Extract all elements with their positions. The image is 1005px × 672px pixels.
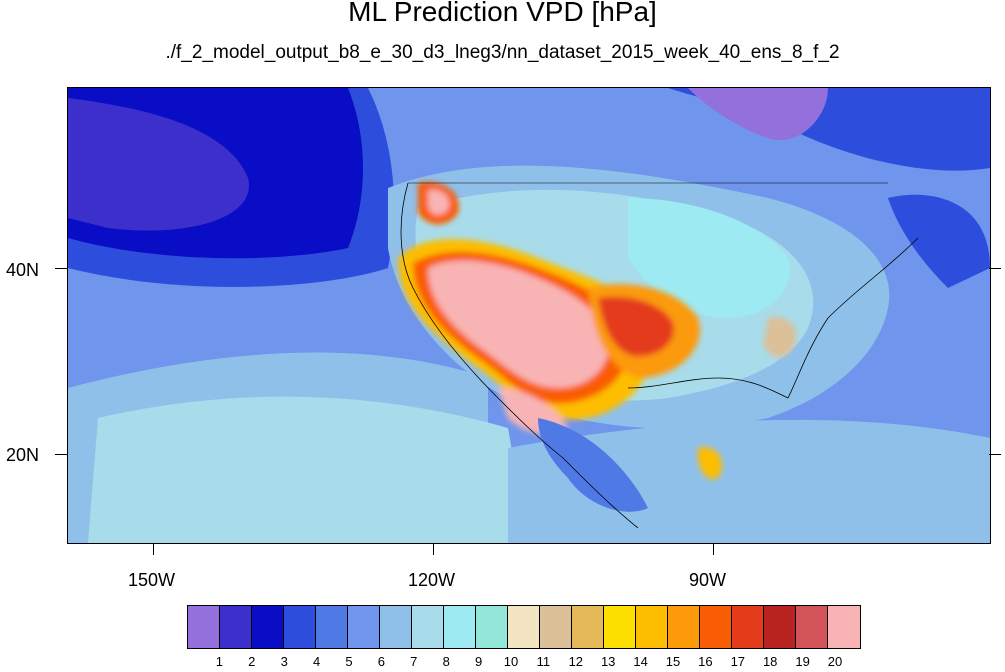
lon-label-150w: 150W <box>128 570 176 590</box>
vpd-hudson-min <box>688 88 828 140</box>
vpd-southwest-heat <box>398 182 797 479</box>
colorbar-label: 6 <box>377 654 385 669</box>
colorbar <box>187 605 861 649</box>
colorbar-label: 7 <box>410 654 418 669</box>
lon-tick-150w <box>153 543 154 555</box>
colorbar-swatch <box>540 606 572 648</box>
vpd-southeast-dry <box>763 317 797 358</box>
lat-tick-20n-right <box>989 454 1001 455</box>
lat-tick-40n-right <box>989 268 1001 269</box>
lat-label-20n: 20N <box>6 445 40 465</box>
colorbar-label: 19 <box>795 654 810 669</box>
colorbar-label: 3 <box>280 654 288 669</box>
colorbar-swatch <box>476 606 508 648</box>
colorbar-swatch <box>220 606 252 648</box>
map-title: ML Prediction VPD [hPa] <box>348 0 657 27</box>
colorbar-swatch <box>636 606 668 648</box>
colorbar-label: 11 <box>536 654 551 669</box>
colorbar-label: 5 <box>345 654 353 669</box>
vpd-pacific-low <box>68 98 249 231</box>
colorbar-swatch <box>284 606 316 648</box>
colorbar-label: 17 <box>730 654 746 669</box>
colorbar-swatch <box>700 606 732 648</box>
vpd-field <box>68 88 990 543</box>
colorbar-swatch <box>732 606 764 648</box>
colorbar-swatch <box>764 606 796 648</box>
vpd-caribbean-dry <box>697 447 722 479</box>
colorbar-swatch <box>188 606 220 648</box>
colorbar-swatch <box>444 606 476 648</box>
colorbar-swatch <box>412 606 444 648</box>
colorbar-label: 13 <box>600 654 616 669</box>
west-coastline <box>400 182 639 529</box>
vpd-southwest-core <box>428 260 609 388</box>
colorbar-swatch <box>828 606 860 648</box>
colorbar-label: 20 <box>827 654 843 669</box>
vpd-gulf-caribbean <box>508 419 990 543</box>
colorbar-swatch <box>604 606 636 648</box>
colorbar-label: 10 <box>503 654 519 669</box>
colorbar-label: 16 <box>698 654 713 669</box>
lon-tick-120w <box>433 543 434 555</box>
lon-label-120w: 120W <box>408 570 456 590</box>
colorbar-swatch <box>572 606 604 648</box>
vpd-mexico-coast <box>538 418 648 512</box>
colorbar-labels: 1 2 3 4 5 6 7 8 9 10 11 12 13 14 15 16 17 18 19 20 <box>187 654 867 670</box>
colorbar-label: 14 <box>633 654 648 669</box>
colorbar-swatch <box>380 606 412 648</box>
lon-label-90w: 90W <box>689 570 727 590</box>
map-plot-area <box>67 87 991 544</box>
vpd-texas-core <box>598 296 674 357</box>
vpd-subtropical-light <box>88 396 528 543</box>
colorbar-label: 8 <box>442 654 450 669</box>
gulf-coastline <box>627 377 789 399</box>
colorbar-label: 15 <box>665 654 681 669</box>
colorbar-swatch <box>252 606 284 648</box>
vpd-great-lakes <box>628 198 790 318</box>
east-coastline <box>787 237 919 399</box>
colorbar-label: 2 <box>248 654 256 669</box>
coastlines <box>400 182 919 529</box>
vpd-pacific-nw-core <box>428 189 450 215</box>
colorbar-swatch <box>348 606 380 648</box>
lat-label-40n: 40N <box>6 260 40 280</box>
colorbar-label: 18 <box>762 654 778 669</box>
colorbar-swatch <box>668 606 700 648</box>
colorbar-swatch <box>796 606 828 648</box>
colorbar-label: 1 <box>215 654 223 669</box>
lat-tick-20n <box>55 454 67 455</box>
lon-tick-90w <box>713 543 714 555</box>
vpd-atlantic-coast <box>888 194 990 288</box>
colorbar-label: 4 <box>312 654 321 669</box>
lat-tick-40n <box>55 268 67 269</box>
colorbar-label: 9 <box>474 654 483 669</box>
colorbar-swatch <box>316 606 348 648</box>
map-subtitle: ./f_2_model_output_b8_e_30_d3_lneg3/nn_d… <box>165 42 840 63</box>
colorbar-swatch <box>508 606 540 648</box>
colorbar-label: 12 <box>568 654 584 669</box>
